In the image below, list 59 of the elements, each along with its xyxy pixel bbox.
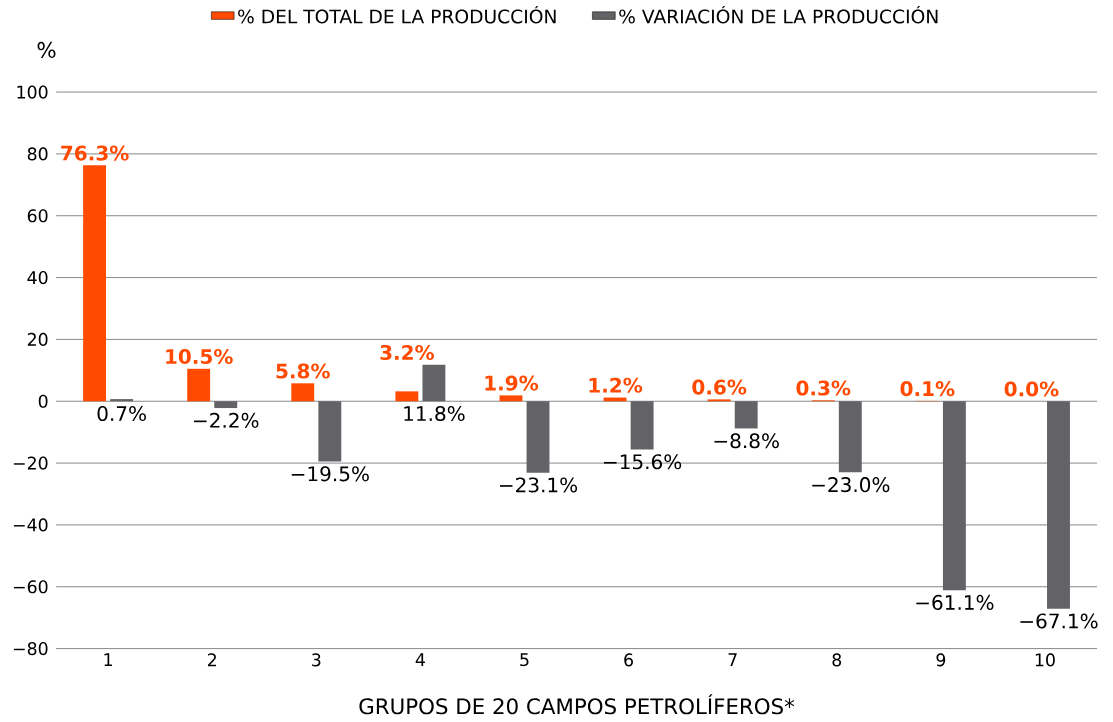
x-tick-label: 10 — [1035, 653, 1055, 667]
bar — [83, 165, 107, 402]
bar — [291, 383, 315, 402]
y-tick-label: 60 — [27, 209, 48, 223]
y-tick-label: −20 — [13, 456, 48, 470]
data-label: 11.8% — [404, 405, 465, 422]
data-label: 1.2% — [589, 377, 643, 393]
y-tick-label: 0 — [38, 394, 48, 408]
data-label: −2.2% — [194, 412, 259, 428]
data-label: −23.0% — [812, 477, 890, 493]
data-label: −23.1% — [499, 477, 578, 493]
data-label: 0.7% — [97, 405, 146, 422]
data-label: −19.5% — [291, 466, 369, 482]
bar — [1047, 401, 1070, 609]
data-label: −67.1% — [1020, 613, 1098, 629]
y-tick-label: −80 — [13, 642, 48, 656]
data-label: 3.2% — [380, 344, 434, 361]
bar — [838, 401, 862, 473]
y-tick-label: −40 — [13, 518, 48, 532]
x-tick-label: 6 — [624, 653, 633, 667]
bar — [214, 401, 238, 409]
data-label: −15.6% — [604, 454, 682, 470]
bar — [110, 399, 134, 402]
data-label: 5.8% — [276, 363, 330, 379]
bar — [187, 368, 211, 402]
data-label: −8.8% — [714, 433, 779, 449]
x-tick-label: 4 — [415, 653, 425, 666]
x-tick-label: 9 — [936, 653, 946, 667]
bar — [734, 401, 758, 429]
data-label: −61.1% — [916, 594, 994, 611]
bar — [422, 364, 446, 402]
y-axis-title: % — [37, 41, 56, 58]
bar — [499, 395, 523, 402]
bar — [318, 401, 342, 462]
x-tick-label: 5 — [520, 653, 529, 667]
bar — [526, 401, 550, 473]
data-label: 10.5% — [166, 348, 233, 365]
x-axis-title: GRUPOS DE 20 CAMPOS PETROLÍFEROS* — [359, 694, 795, 715]
bar — [395, 391, 419, 402]
y-tick-label: 40 — [27, 271, 48, 285]
x-tick-label: 8 — [832, 653, 842, 667]
data-label: 0.0% — [1004, 381, 1059, 397]
data-label: 0.6% — [692, 379, 747, 395]
data-label: 1.9% — [485, 375, 539, 391]
y-tick-label: 100 — [17, 85, 48, 99]
y-tick-label: −60 — [13, 580, 48, 594]
x-tick-label: 2 — [207, 653, 216, 667]
bar — [942, 401, 966, 591]
x-tick-label: 3 — [312, 653, 321, 667]
legend-label: % VARIACIÓN DE LA PRODUCCIÓN — [619, 5, 938, 24]
y-tick-label: 20 — [27, 332, 48, 346]
x-tick-label: 7 — [728, 653, 737, 666]
bar — [630, 401, 654, 450]
y-tick-label: 80 — [27, 147, 48, 161]
x-tick-label: 1 — [104, 653, 113, 666]
legend-label: % DEL TOTAL DE LA PRODUCCIÓN — [238, 5, 556, 24]
data-label: 76.3% — [61, 145, 129, 161]
data-label: 0.3% — [796, 380, 851, 396]
data-label: 0.1% — [900, 381, 955, 397]
